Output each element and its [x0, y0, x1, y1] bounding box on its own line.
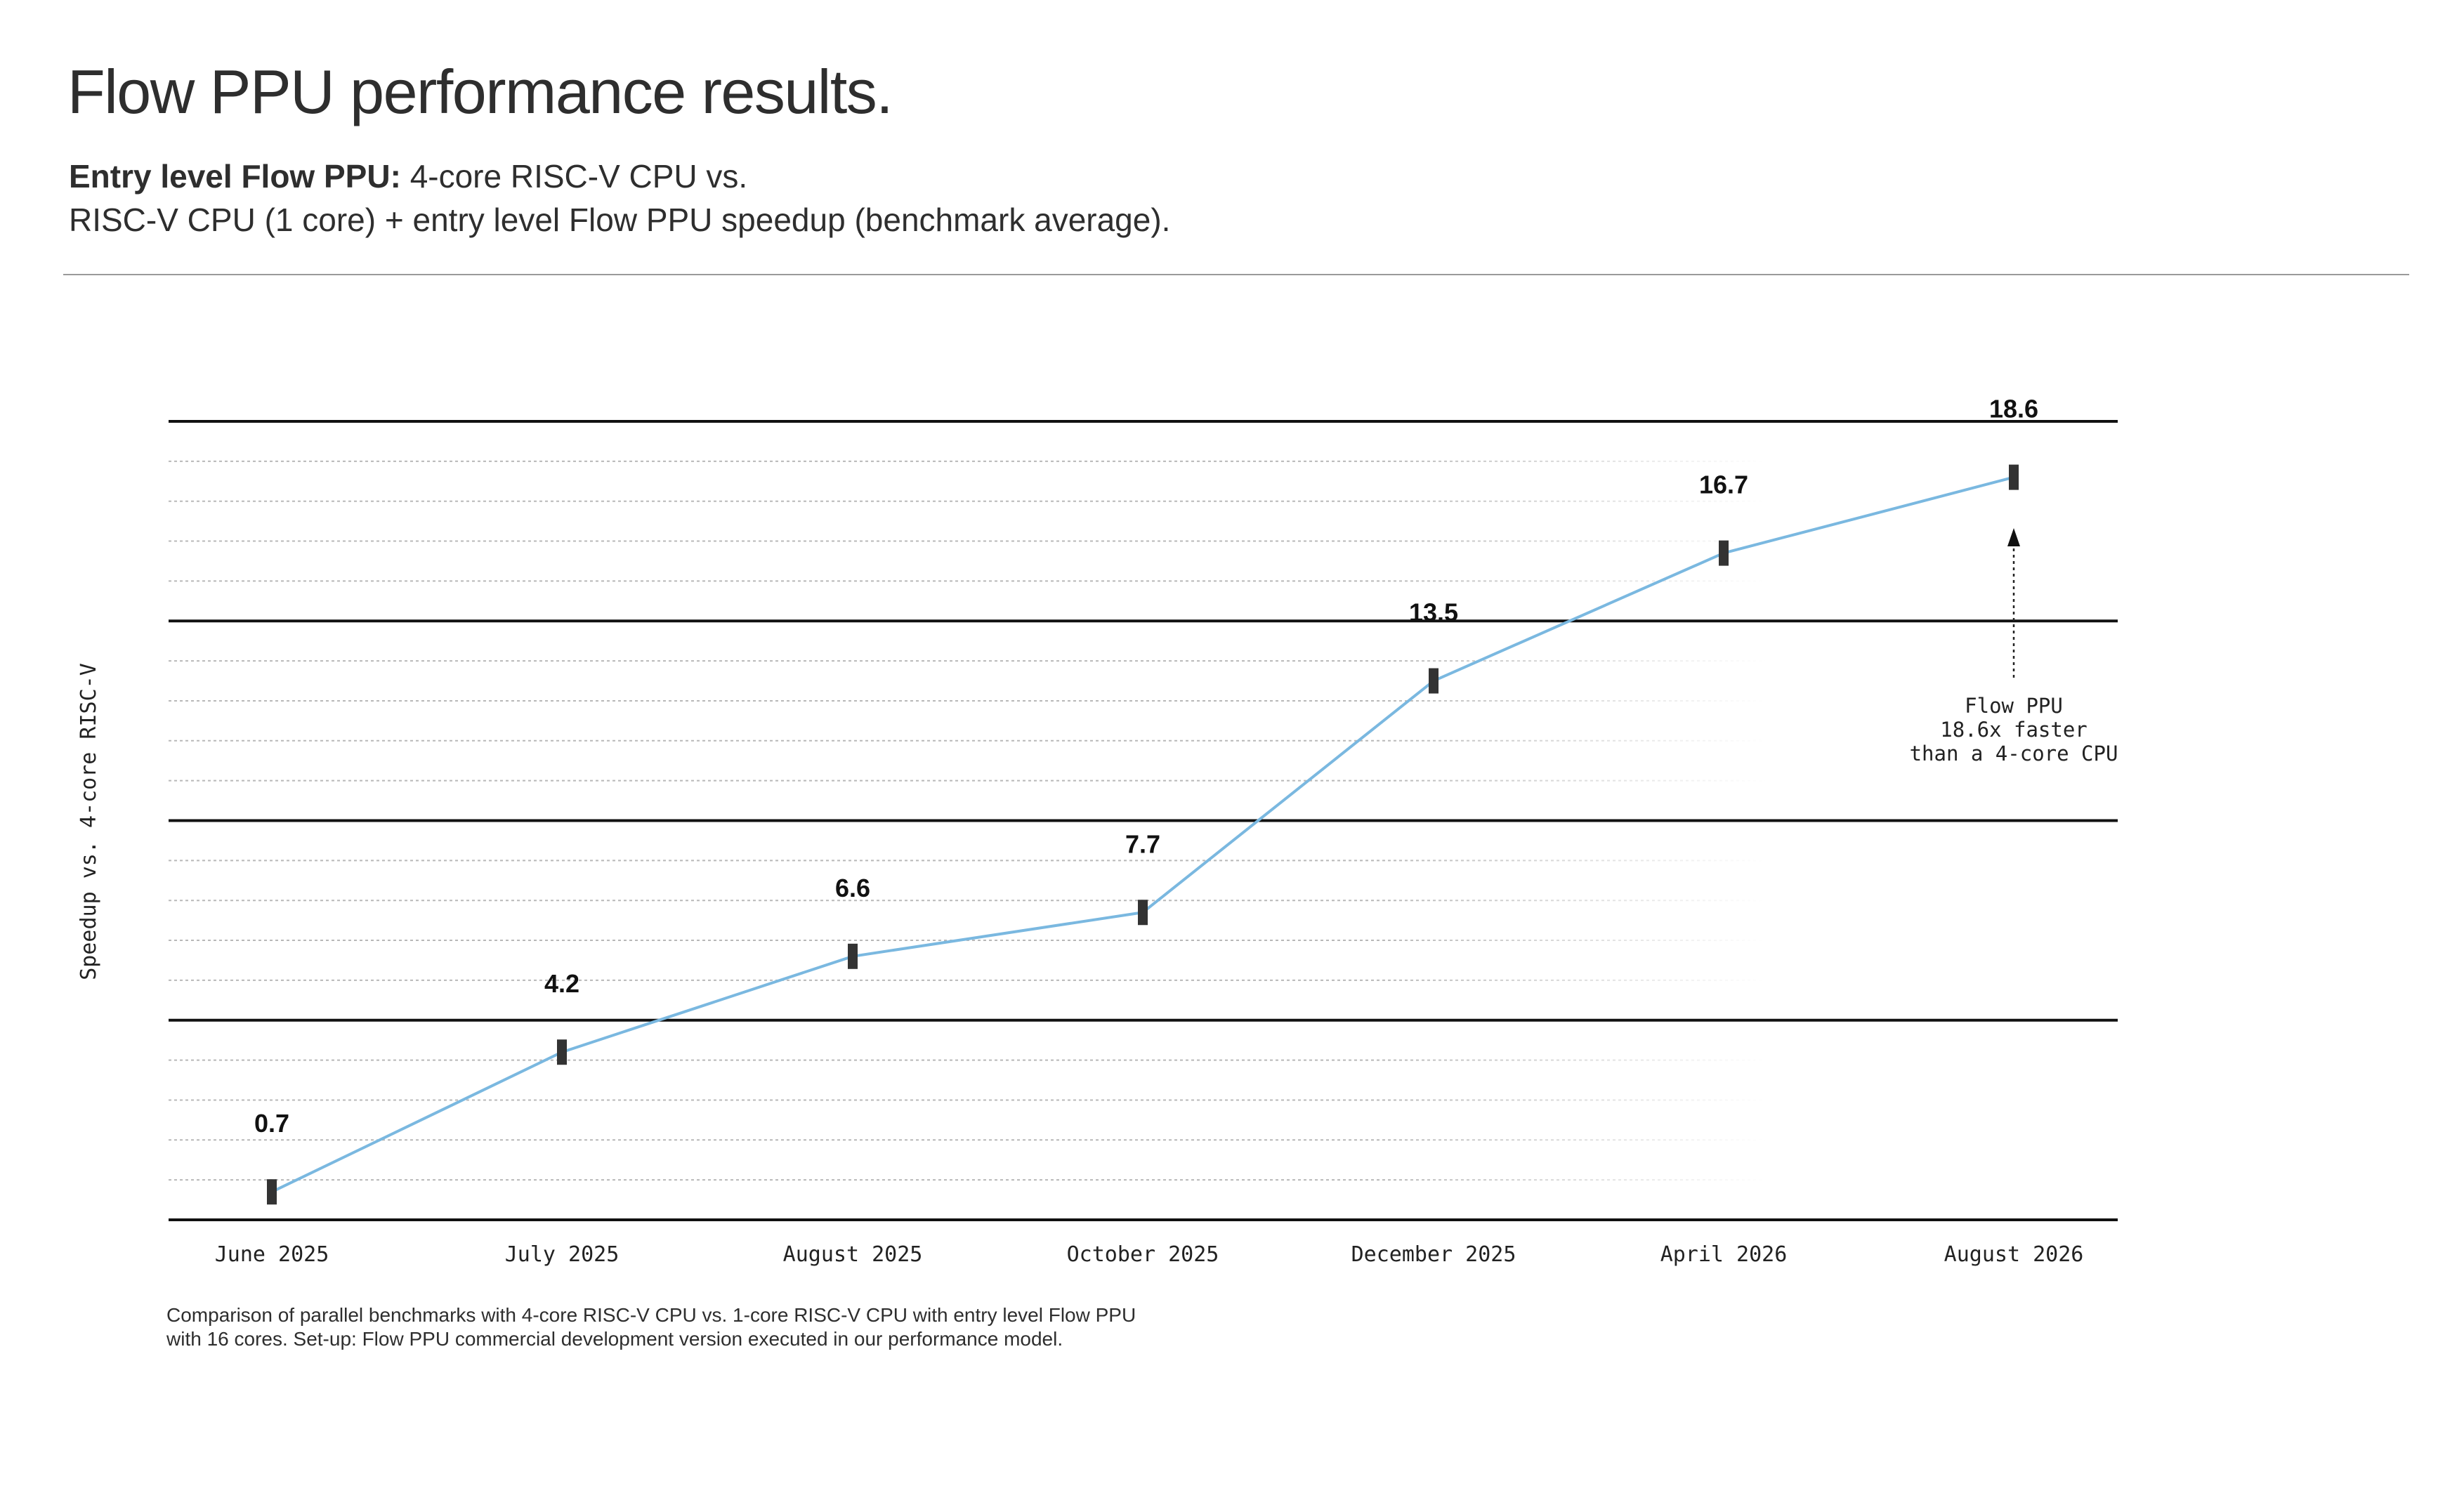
data-point-marker	[557, 1039, 567, 1065]
data-label: 6.6	[835, 874, 870, 902]
annotation-line: 18.6x faster	[1940, 718, 2088, 742]
data-label: 16.7	[1699, 471, 1748, 499]
x-tick-label: July 2025	[505, 1242, 620, 1267]
data-point-marker	[1138, 900, 1148, 926]
x-tick-label: August 2026	[1944, 1242, 2084, 1267]
data-point-marker	[848, 943, 858, 969]
chart-footnote: Comparison of parallel benchmarks with 4…	[166, 1304, 1136, 1350]
subtitle-line-2: RISC-V CPU (1 core) + entry level Flow P…	[69, 202, 1171, 238]
data-label: 18.6	[1989, 395, 2038, 423]
data-label: 13.5	[1409, 598, 1458, 627]
annotation-line: Flow PPU	[1965, 694, 2063, 718]
data-labels: 0.7 4.2 6.6 7.7 13.5 16.7 18.6	[254, 395, 2038, 1138]
chart-subtitle: Entry level Flow PPU: 4-core RISC-V CPU …	[69, 154, 1170, 242]
x-tick-label: August 2025	[783, 1242, 923, 1267]
annotation-arrow-head	[2007, 528, 2020, 546]
header-divider	[63, 274, 2409, 275]
subtitle-line-1: 4-core RISC-V CPU vs.	[409, 158, 748, 195]
major-gridlines	[169, 420, 2118, 1221]
page-title: Flow PPU performance results.	[67, 57, 893, 126]
annotation-line: than a 4-core CPU	[1910, 742, 2118, 765]
data-label: 0.7	[254, 1109, 289, 1138]
data-label: 4.2	[544, 969, 579, 998]
data-markers	[267, 464, 2019, 1205]
data-point-marker	[267, 1179, 277, 1205]
data-point-marker	[2009, 464, 2019, 490]
data-label: 7.7	[1125, 829, 1160, 858]
x-tick-label: December 2025	[1351, 1242, 1516, 1267]
x-tick-label: April 2026	[1660, 1242, 1788, 1267]
x-tick-label: October 2025	[1067, 1242, 1219, 1267]
x-tick-label: June 2025	[215, 1242, 329, 1267]
x-tick-labels: June 2025 July 2025 August 2025 October 202…	[215, 1242, 2084, 1267]
y-axis-label: Speedup vs. 4-core RISC-V	[77, 663, 101, 980]
data-point-marker	[1429, 668, 1439, 694]
subtitle-bold: Entry level Flow PPU:	[69, 158, 401, 195]
data-point-marker	[1719, 540, 1729, 566]
